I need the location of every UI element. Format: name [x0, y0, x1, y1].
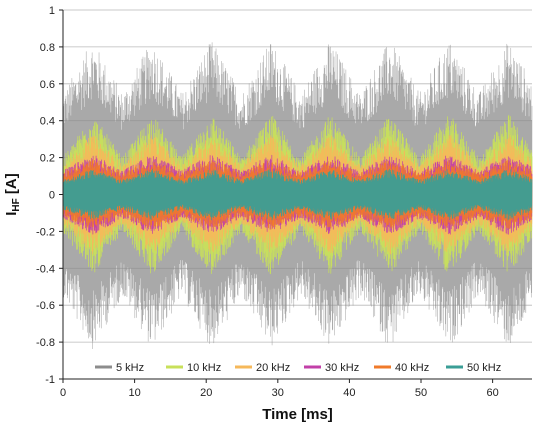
y-tick-label: -0.6	[36, 300, 55, 312]
y-tick-label: -0.2	[36, 226, 55, 238]
legend-label: 50 kHz	[467, 362, 501, 374]
x-tick-label: 50	[415, 387, 427, 399]
legend-label: 10 kHz	[187, 362, 221, 374]
y-tick-labels: -1 -0.8 -0.6 -0.4 -0.2 0 0.2 0.4 0.6 0.8 1	[36, 5, 63, 386]
y-axis-title-unit: [A]	[3, 173, 20, 198]
y-axis-title-sub: HF	[11, 198, 22, 211]
x-tick-labels: 0 10 20 30 40 50 60	[60, 379, 499, 399]
legend-label: 20 kHz	[256, 362, 290, 374]
legend-label: 5 kHz	[116, 362, 144, 374]
y-axis-title-main: I	[3, 212, 20, 216]
legend-label: 30 kHz	[325, 362, 359, 374]
x-axis-title: Time [ms]	[262, 406, 333, 423]
x-tick-label: 60	[486, 387, 498, 399]
legend-label: 40 kHz	[395, 362, 429, 374]
y-tick-label: 0.2	[40, 153, 55, 165]
y-tick-label: 0.4	[40, 116, 55, 128]
y-tick-label: 1	[49, 5, 55, 17]
series-layer	[62, 42, 533, 349]
x-tick-label: 10	[128, 387, 140, 399]
y-tick-label: 0.6	[40, 79, 55, 91]
series-line-50-khz	[62, 168, 533, 221]
y-tick-label: -1	[45, 374, 55, 386]
y-tick-label: -0.8	[36, 337, 55, 349]
legend: 5 kHz 10 kHz 20 kHz 30 kHz 40 kHz 50 kHz	[95, 362, 501, 374]
x-tick-label: 0	[60, 387, 66, 399]
x-tick-label: 30	[272, 387, 284, 399]
y-tick-label: 0	[49, 190, 55, 202]
y-tick-label: -0.4	[36, 263, 55, 275]
y-tick-label: 0.8	[40, 42, 55, 54]
x-tick-label: 40	[343, 387, 355, 399]
y-axis-title: IHF [A]	[3, 173, 22, 216]
x-tick-label: 20	[200, 387, 212, 399]
